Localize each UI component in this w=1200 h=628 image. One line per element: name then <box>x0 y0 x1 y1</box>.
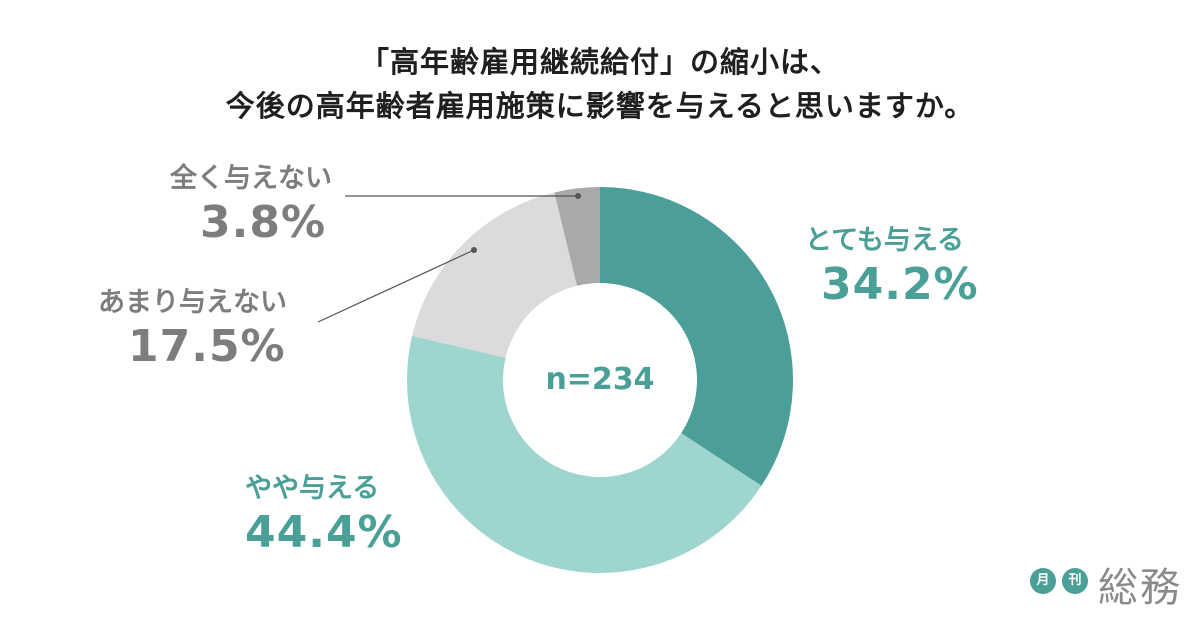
slice-pct-yaya: 44.4% <box>245 507 403 558</box>
slice-pct-mattaku: 3.8% <box>200 197 327 248</box>
gekkan-soumu-logo: 月 刊 総務 <box>1030 560 1190 620</box>
logo-brand: 総務 <box>1098 565 1182 611</box>
mattaku-leader-dot <box>575 193 581 199</box>
title-line-1: 「高年齢雇用継続給付」の縮小は、 <box>359 45 840 79</box>
label-totemo: とても与える 34.2% <box>805 224 979 312</box>
label-yaya: やや与える 44.4% <box>245 472 403 560</box>
label-amari: あまり与えない 17.5% <box>98 286 287 374</box>
slice-label-amari: あまり与えない <box>98 287 287 318</box>
label-mattaku: 全く与えない 3.8% <box>170 162 332 250</box>
logo-badge-getsu: 月 <box>1030 568 1056 594</box>
slice-label-mattaku: 全く与えない <box>170 163 332 194</box>
slice-label-yaya: やや与える <box>245 473 380 504</box>
logo-badge-kan: 刊 <box>1062 568 1088 594</box>
chart-title: 「高年齢雇用継続給付」の縮小は、 今後の高年齢者雇用施策に影響を与えると思います… <box>0 40 1200 128</box>
slice-label-totemo: とても与える <box>805 225 965 256</box>
amari-leader-dot <box>471 247 477 253</box>
slice-totemo <box>600 187 793 486</box>
title-line-2: 今後の高年齢者雇用施策に影響を与えると思いますか。 <box>225 89 975 123</box>
sample-size-label: n=234 <box>545 362 655 397</box>
amari-leader-line <box>317 249 475 323</box>
slice-mattaku <box>554 187 600 286</box>
slice-pct-totemo: 34.2% <box>821 259 979 310</box>
slice-yaya <box>407 335 762 573</box>
slice-pct-amari: 17.5% <box>128 321 286 372</box>
slice-amari <box>412 192 578 358</box>
